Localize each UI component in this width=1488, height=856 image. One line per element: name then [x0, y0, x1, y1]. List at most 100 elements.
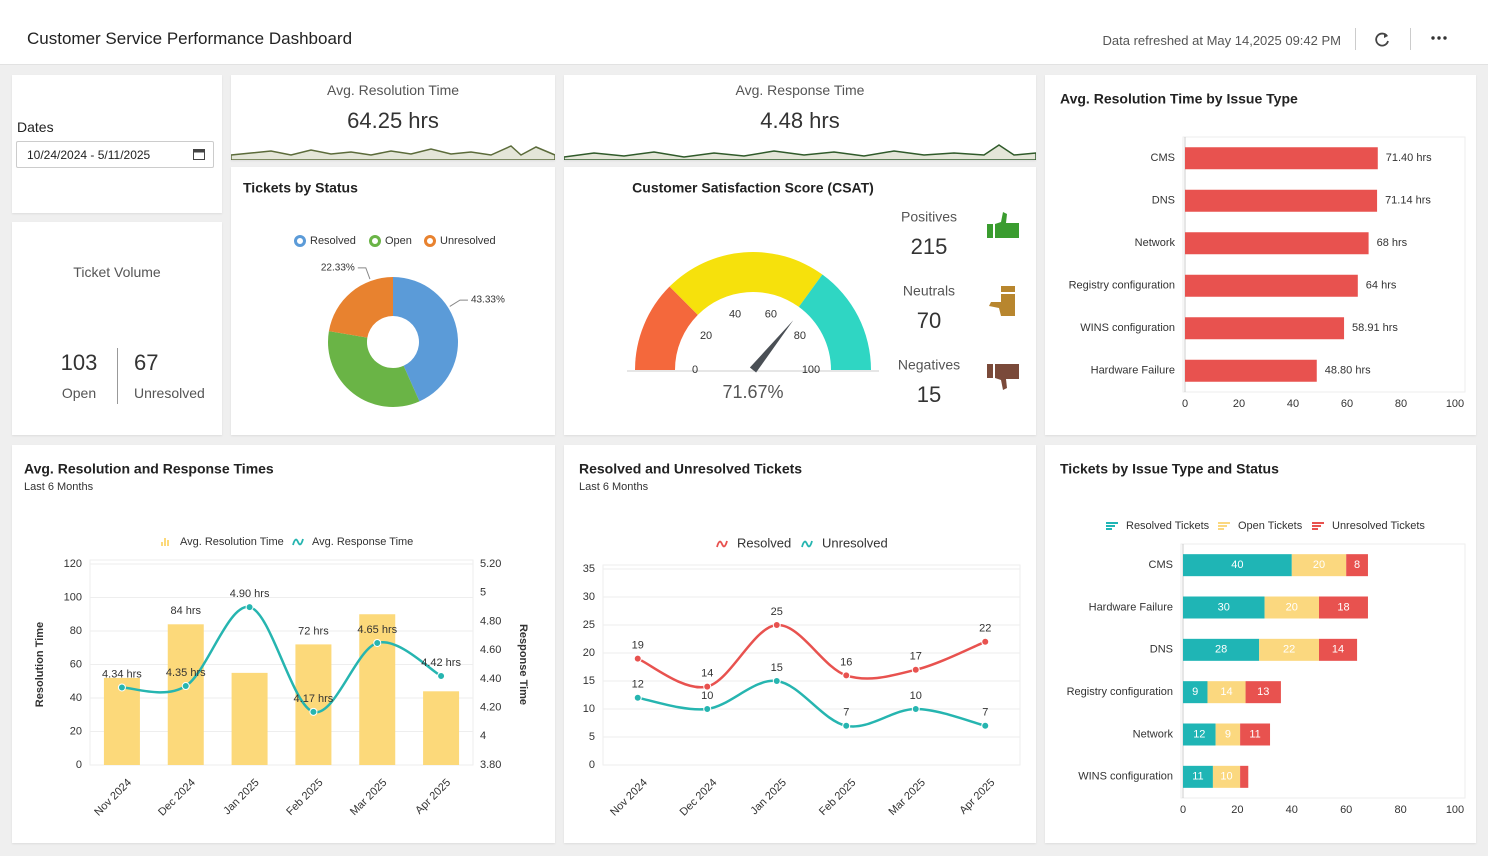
- bar-chart: Avg. Resolution Time by Issue Type 0 20 40 6…: [1060, 91, 1466, 410]
- y2-tick-label: 4.60: [480, 644, 501, 656]
- more-button[interactable]: [1430, 33, 1450, 43]
- data-label: 18: [1337, 601, 1349, 613]
- open-count: 103: [60, 350, 98, 375]
- y-tick-label: 35: [583, 563, 595, 575]
- y2-tick-label: 4: [480, 730, 486, 742]
- data-label: 64 hrs: [1366, 280, 1397, 292]
- thumbs-up: [995, 212, 1019, 238]
- data-label: 71.14 hrs: [1385, 195, 1431, 207]
- line-point: [245, 603, 254, 612]
- ticket-volume-panel: Ticket Volume 103 Open 67 Unresolved: [12, 222, 222, 435]
- bar: [167, 624, 204, 765]
- y-tick-label: Network: [1133, 728, 1174, 740]
- bar-segment: [1183, 638, 1260, 661]
- line-point: [633, 654, 642, 663]
- legend-icon: [424, 235, 436, 247]
- line-point: [437, 671, 446, 680]
- leader-line: [449, 299, 468, 307]
- line-point: [309, 707, 318, 716]
- refresh-button[interactable]: [1373, 30, 1391, 48]
- x-tick-label: Nov 2024: [608, 777, 650, 819]
- y-tick-label: 40: [70, 692, 82, 704]
- bar-segment: [1207, 681, 1246, 704]
- donut-slice: [393, 277, 458, 402]
- y2-tick-label: 4.40: [480, 673, 501, 685]
- data-label: 40: [1231, 559, 1243, 571]
- y-tick-label: 100: [64, 591, 82, 603]
- bar-segment: [1183, 723, 1216, 746]
- x-tick-label: 100: [1446, 804, 1464, 816]
- data-label: 19: [632, 640, 644, 652]
- bar-segment: [1259, 638, 1319, 661]
- data-label: 14: [1220, 686, 1232, 698]
- bar: [1185, 274, 1358, 297]
- y-tick-label: WINS configuration: [1080, 322, 1175, 334]
- data-label: 11: [1249, 728, 1260, 740]
- x-tick-label: 60: [1341, 398, 1353, 410]
- bar: [1185, 359, 1317, 382]
- y-tick-label: CMS: [1151, 152, 1175, 164]
- sparkline: [564, 144, 1036, 160]
- kpi-value: 64.25 hrs: [347, 108, 439, 133]
- bar-segment: [1319, 596, 1368, 619]
- data-label: 43.33%: [471, 295, 505, 306]
- chart-panel: Avg. Resolution Time by Issue Type 0 20 40 6…: [1045, 75, 1476, 435]
- gauge-tick-label: 20: [700, 330, 712, 342]
- thumbs-side: [989, 294, 1015, 316]
- y-tick-label: Registry configuration: [1069, 280, 1175, 292]
- chart-title: Customer Satisfaction Score (CSAT): [632, 180, 874, 196]
- gauge-band: [669, 252, 823, 315]
- x-tick-label: Jan 2025: [221, 777, 261, 817]
- unresolved-label: Unresolved: [134, 385, 205, 401]
- x-tick-label: 80: [1394, 804, 1406, 816]
- kpi-label: Avg. Resolution Time: [326, 82, 460, 98]
- x-tick-label: 0: [1182, 398, 1188, 410]
- thumbs-up: [987, 224, 993, 238]
- data-label: 4.90 hrs: [230, 588, 270, 600]
- donut-chart: Tickets by Status Resolved Open Unresolved 4…: [243, 180, 505, 407]
- bar-segment: [1183, 681, 1208, 704]
- data-label: 9: [1192, 686, 1198, 698]
- line-point: [772, 677, 781, 685]
- data-label: 4.35 hrs: [166, 667, 206, 679]
- data-label: 4.65 hrs: [357, 624, 397, 636]
- data-label: 20: [1286, 601, 1298, 613]
- x-tick-label: 100: [1446, 398, 1464, 410]
- data-label: 7: [982, 707, 988, 719]
- line-point: [633, 693, 642, 702]
- chart-panel: Avg. Resolution and Response Times Last 6…: [12, 445, 555, 843]
- count-label: Positives: [901, 209, 957, 225]
- x-tick-label: Nov 2024: [92, 777, 134, 819]
- date-picker[interactable]: 10/24/2024 - 5/11/2025: [16, 141, 214, 168]
- data-label: 4.42 hrs: [421, 657, 461, 669]
- data-label: 9: [1225, 728, 1231, 740]
- data-label: 22: [1283, 644, 1295, 656]
- y-tick-label: Registry configuration: [1067, 686, 1173, 698]
- legend-label: Unresolved Tickets: [1332, 520, 1425, 532]
- ticket-volume-title: Ticket Volume: [73, 264, 161, 280]
- plot-frame: [89, 559, 474, 766]
- bar-segment: [1319, 638, 1358, 661]
- chart-title: Resolved and Unresolved Tickets: [579, 461, 802, 477]
- gauge-tick-label: 80: [794, 330, 806, 342]
- bar-segment: [1212, 765, 1241, 788]
- bar: [295, 644, 332, 765]
- line-point: [181, 682, 190, 691]
- bar: [1185, 232, 1369, 255]
- line-point: [703, 705, 712, 713]
- combo-chart: Avg. Resolution and Response Times Last 6…: [24, 461, 529, 819]
- gauge-needle: [749, 320, 794, 373]
- y2-tick-label: 5: [480, 587, 486, 599]
- y-axis-title: Resolution Time: [34, 622, 46, 707]
- header: Customer Service Performance Dashboard D…: [0, 0, 1488, 65]
- line-point: [772, 621, 781, 629]
- x-tick-label: 20: [1233, 398, 1245, 410]
- y-tick-label: WINS configuration: [1078, 771, 1173, 783]
- data-label: 10: [1220, 771, 1232, 783]
- y-tick-label: 10: [583, 703, 595, 715]
- gauge-tick-label: 40: [729, 309, 741, 321]
- x-tick-label: Apr 2025: [957, 777, 997, 817]
- data-label: 48.80 hrs: [1325, 365, 1371, 377]
- data-label: 4.17 hrs: [294, 693, 334, 705]
- bar: [1185, 147, 1378, 170]
